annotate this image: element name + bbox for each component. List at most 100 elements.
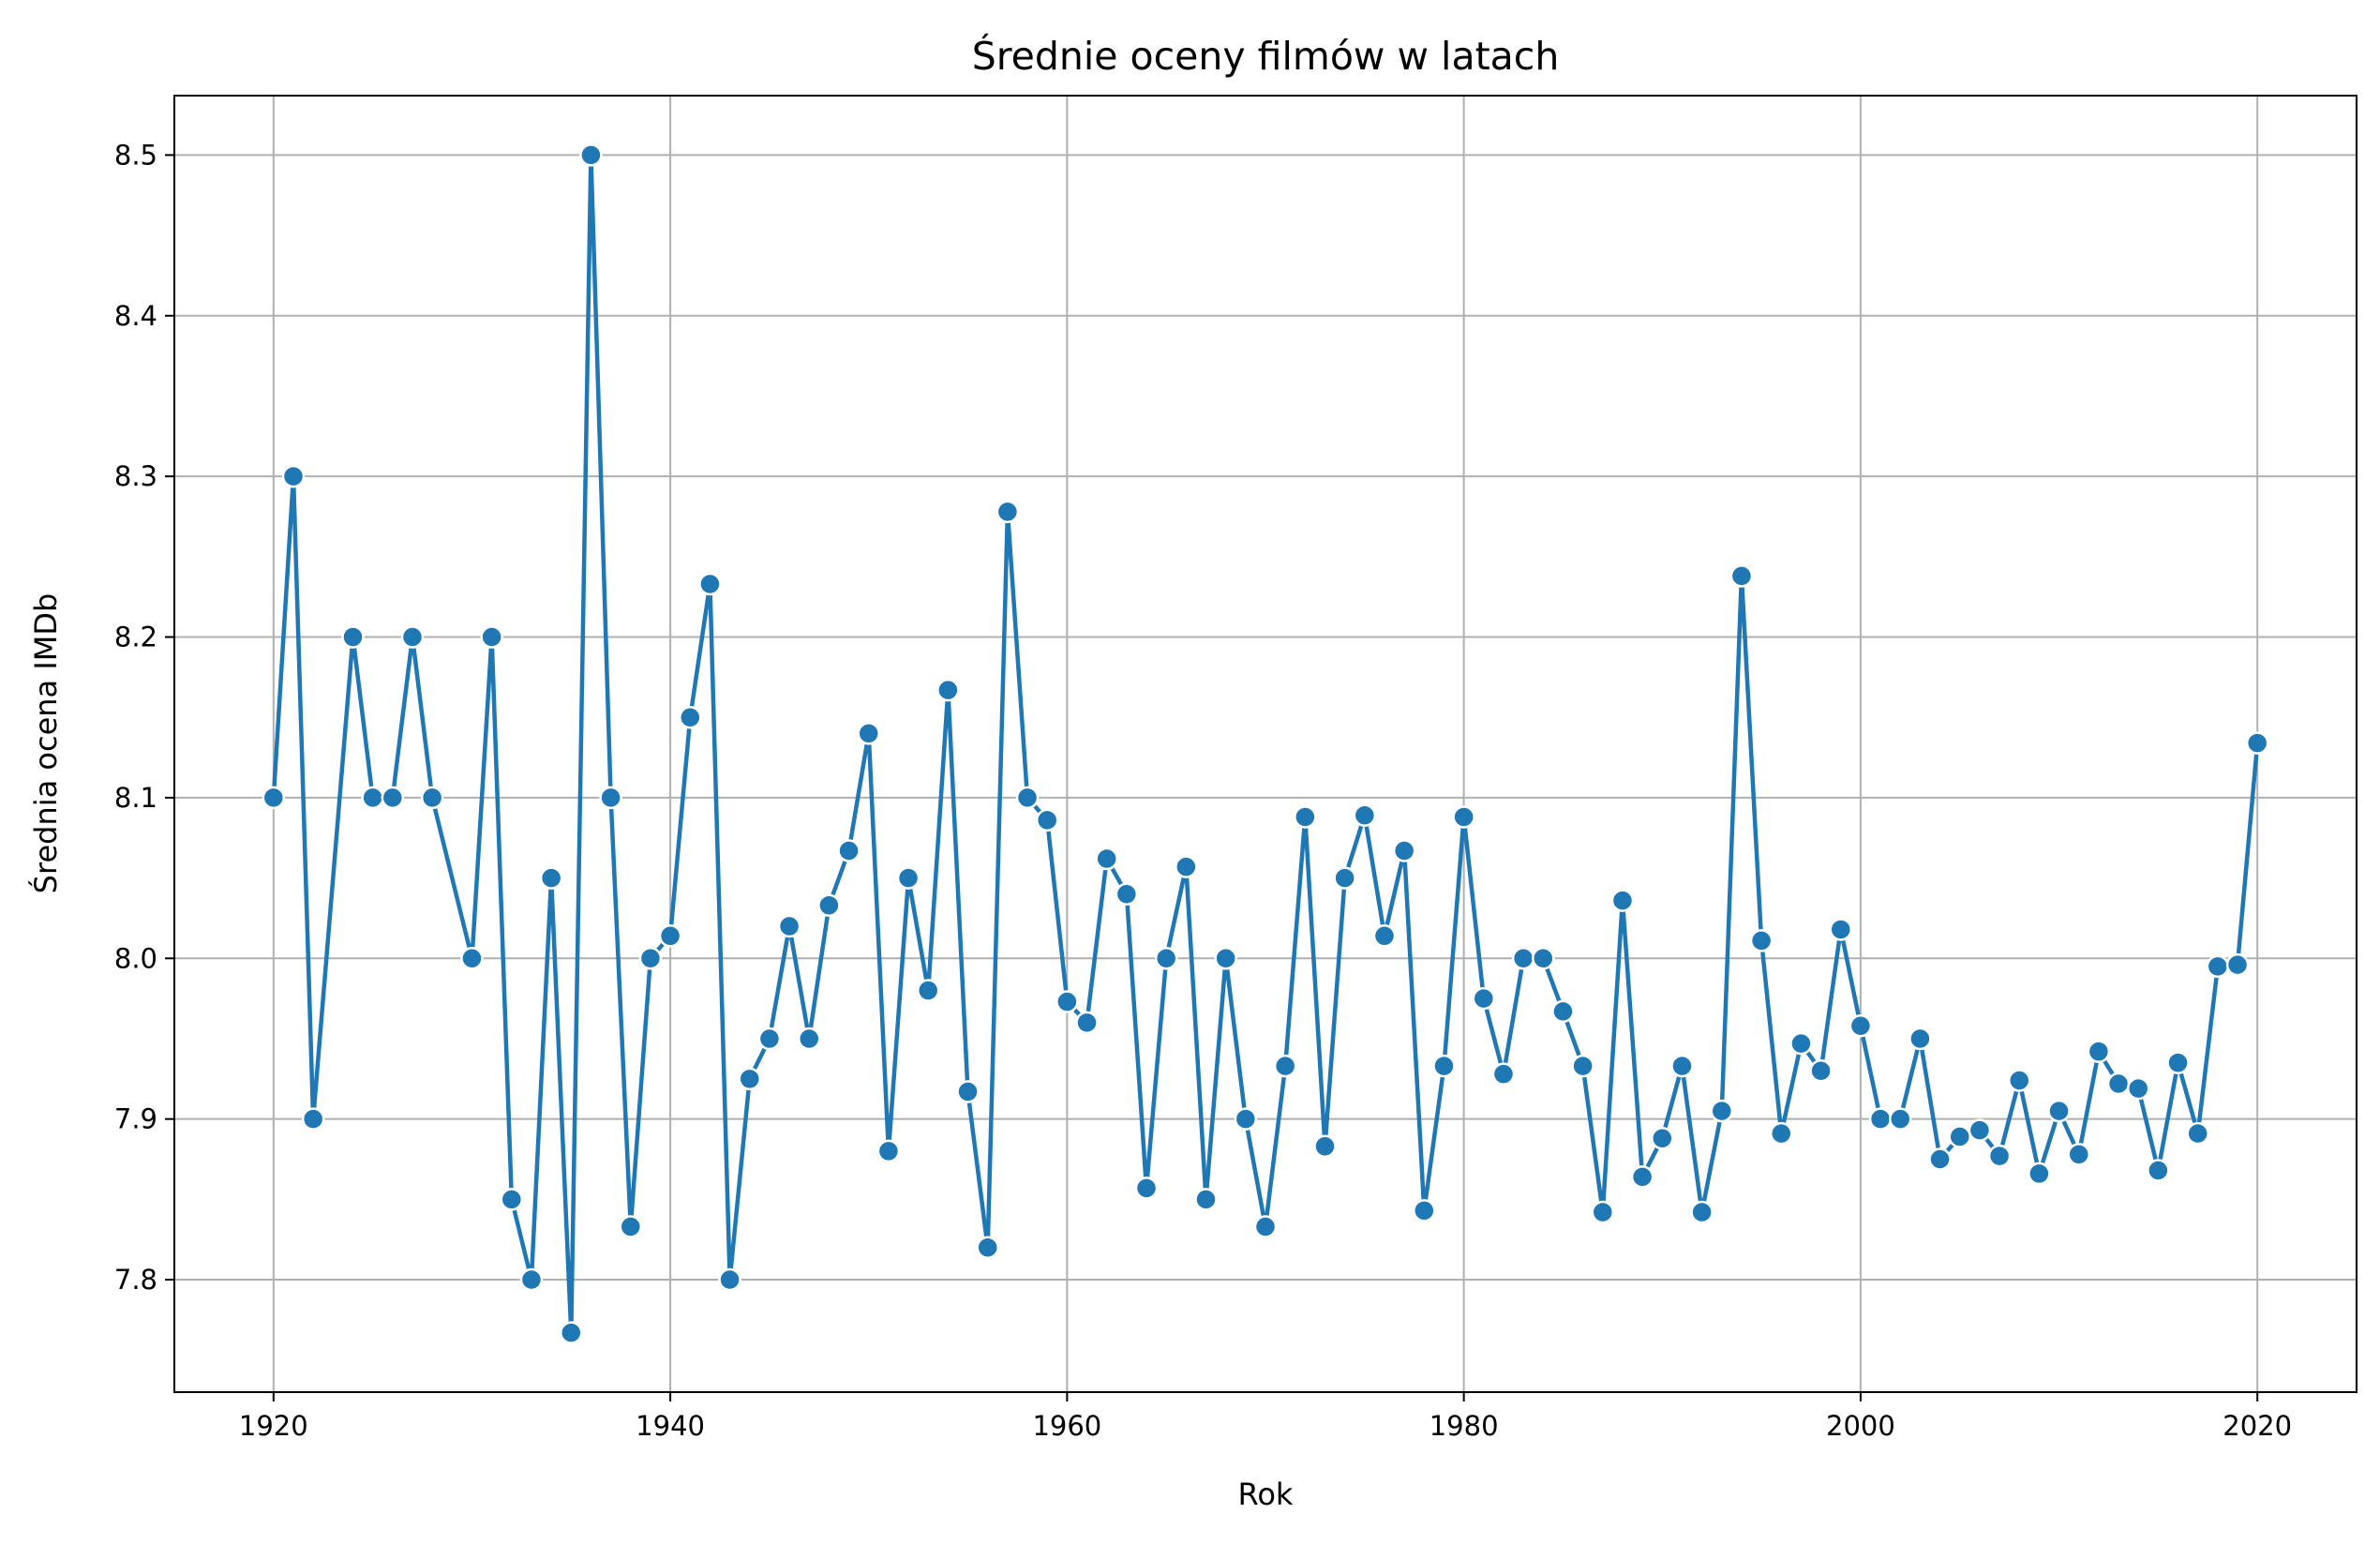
data-point: [1749, 929, 1774, 952]
data-point: [876, 1139, 901, 1163]
data-point: [1234, 1107, 1258, 1131]
y-axis-title: Średnia ocena IMDb: [27, 593, 64, 894]
data-point: [579, 143, 603, 167]
data-point: [1353, 803, 1377, 828]
data-point: [1372, 924, 1397, 948]
y-tick-label: 8.2: [114, 622, 157, 653]
data-point: [480, 625, 503, 649]
data-point: [1115, 882, 1139, 906]
data-point: [857, 722, 880, 745]
y-axis: 7.8 7.9 8.0 8.1 8.2 8.3 8.4 8.5: [114, 139, 174, 1296]
data-point: [1630, 1165, 1654, 1189]
data-point: [638, 947, 663, 970]
x-tick-label: 1940: [636, 1410, 705, 1442]
y-tick-label: 7.8: [114, 1264, 157, 1296]
y-tick-label: 8.0: [114, 942, 157, 974]
data-point: [2028, 1162, 2051, 1186]
data-point: [1491, 1062, 1516, 1086]
data-point: [539, 866, 563, 890]
data-point: [837, 839, 861, 862]
data-point: [1472, 986, 1496, 1011]
data-point: [1789, 1031, 1813, 1056]
data-point: [1829, 918, 1852, 941]
data-point: [1868, 1107, 1893, 1131]
data-point: [1452, 805, 1475, 829]
data-point: [2087, 1040, 2111, 1063]
data-point: [420, 786, 444, 810]
data-point: [460, 947, 484, 970]
y-tick-label: 8.5: [114, 139, 157, 171]
data-point: [2106, 1072, 2131, 1096]
data-point: [1392, 839, 1416, 862]
data-point: [599, 786, 622, 810]
data-point: [698, 572, 722, 596]
data-point: [797, 1027, 821, 1051]
data-point: [1670, 1054, 1694, 1078]
data-point: [1987, 1144, 2012, 1168]
data-point: [1075, 1011, 1099, 1035]
data-point: [2047, 1099, 2071, 1123]
data-point: [1313, 1134, 1337, 1159]
x-tick-label: 2020: [2223, 1410, 2292, 1442]
data-point: [1591, 1200, 1615, 1224]
data-point: [1551, 999, 1575, 1024]
chart-title: Średnie oceny filmów w latach: [972, 34, 1560, 79]
data-point: [1532, 947, 1555, 970]
y-tick-label: 8.1: [114, 782, 157, 814]
data-point: [1610, 889, 1635, 912]
data-point: [1770, 1121, 1793, 1146]
data-point: [757, 1027, 782, 1051]
y-tick-label: 7.9: [114, 1103, 157, 1135]
data-point: [976, 1236, 999, 1260]
y-tick-label: 8.3: [114, 460, 157, 492]
x-tick-label: 1960: [1032, 1410, 1101, 1442]
data-point: [1928, 1147, 1952, 1171]
data-point: [738, 1067, 761, 1091]
data-point: [1055, 990, 1079, 1013]
data-point: [1651, 1126, 1674, 1150]
data-point: [2067, 1143, 2090, 1166]
x-tick-label: 2000: [1826, 1410, 1895, 1442]
data-point: [381, 786, 405, 810]
data-point: [281, 464, 306, 488]
data-point: [2007, 1069, 2031, 1092]
data-point: [1690, 1200, 1714, 1224]
data-point: [936, 678, 960, 702]
data-point: [1175, 855, 1198, 878]
data-point: [658, 924, 682, 948]
x-tick-label: 1980: [1429, 1410, 1499, 1442]
data-point: [1194, 1188, 1218, 1211]
x-axis: 1920 1940 1960 1980 2000 2020: [239, 1392, 2292, 1442]
data-point: [2245, 731, 2269, 755]
data-point: [718, 1267, 741, 1292]
data-point: [1273, 1054, 1297, 1078]
data-point: [777, 914, 801, 938]
data-point: [2225, 952, 2250, 977]
data-point: [1253, 1215, 1278, 1238]
data-point: [1729, 564, 1754, 588]
data-point: [995, 500, 1020, 524]
data-point: [1948, 1125, 1971, 1148]
data-point: [896, 866, 921, 890]
data-point: [1095, 847, 1118, 871]
data-point: [1134, 1177, 1159, 1200]
data-point: [2147, 1159, 2170, 1182]
data-point: [1511, 947, 1535, 970]
data-point: [400, 625, 425, 649]
data-point: [817, 893, 841, 917]
data-point: [500, 1188, 524, 1211]
data-point: [341, 625, 365, 649]
series-layer: [262, 143, 2269, 1344]
y-tick-label: 8.4: [114, 300, 157, 332]
data-point: [361, 786, 384, 810]
data-point: [560, 1321, 583, 1344]
data-point: [2206, 954, 2230, 979]
x-axis-title: Rok: [1238, 1477, 1294, 1512]
data-point: [1571, 1054, 1594, 1078]
data-point: [2126, 1076, 2150, 1101]
data-point: [2186, 1121, 2209, 1146]
data-point: [1908, 1027, 1932, 1051]
data-point: [1888, 1107, 1912, 1131]
data-point: [262, 786, 286, 810]
